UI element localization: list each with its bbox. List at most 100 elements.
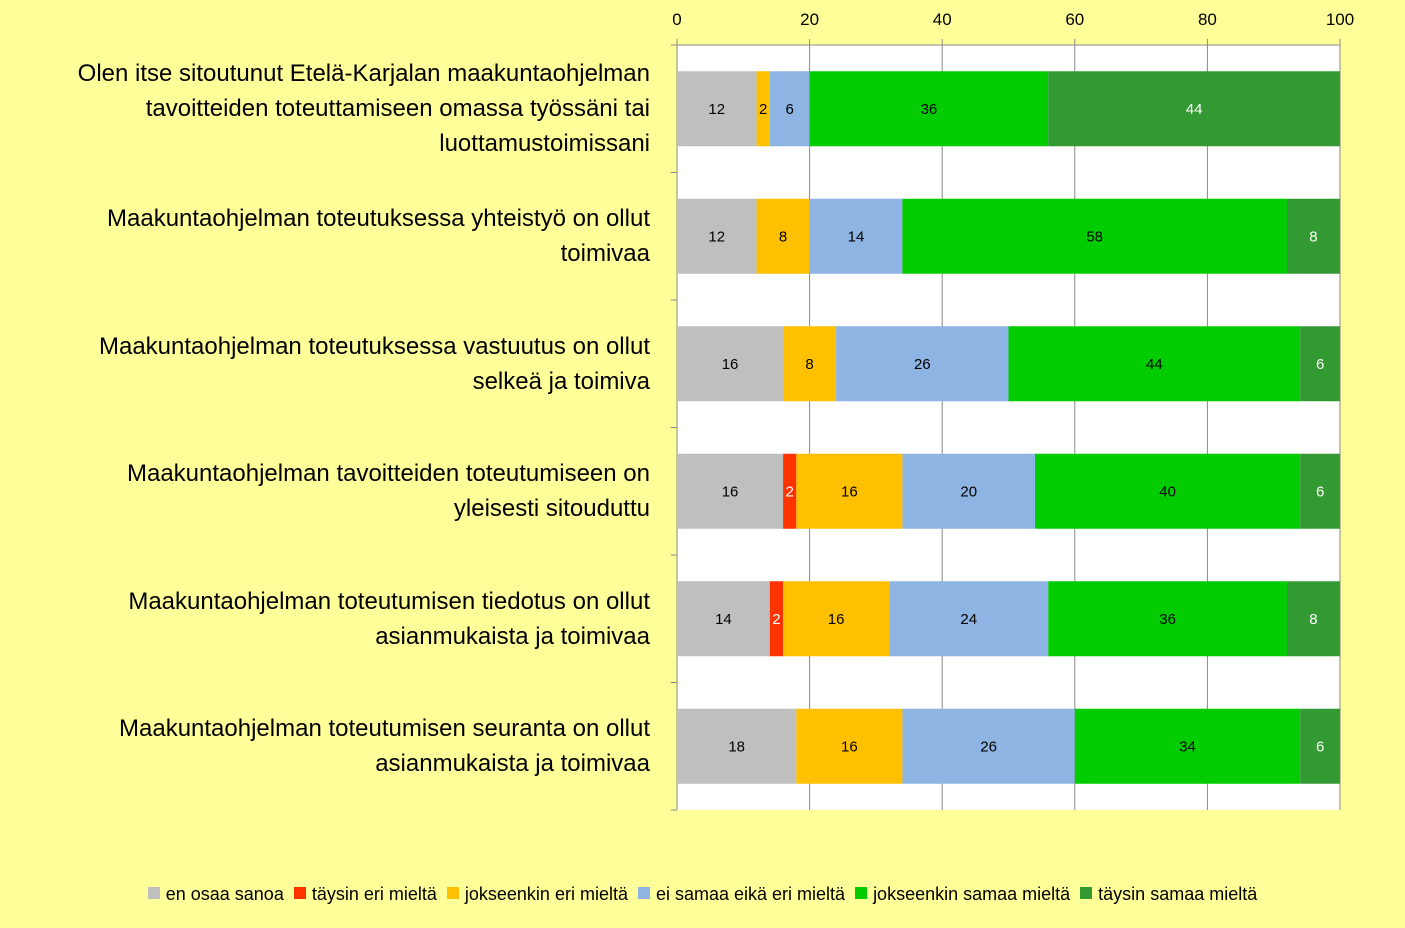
bar-segment bbox=[756, 71, 770, 147]
x-tick-label: 0 bbox=[672, 10, 681, 29]
bar-segment bbox=[902, 453, 1036, 529]
bar-segment bbox=[769, 71, 810, 147]
data-label: 8 bbox=[805, 356, 813, 373]
bar-segment bbox=[1300, 708, 1340, 784]
bar-segment bbox=[1048, 581, 1287, 657]
data-label: 6 bbox=[786, 101, 794, 118]
bar-segment bbox=[783, 326, 837, 402]
category-label: Olen itse sitoutunut Etelä-Karjalan maak… bbox=[0, 56, 650, 161]
legend-swatch bbox=[446, 887, 459, 900]
bar-segment bbox=[677, 581, 770, 657]
category-label: Maakuntaohjelman toteutuksessa vastuutus… bbox=[0, 329, 650, 399]
data-label: 8 bbox=[1309, 611, 1317, 628]
category-label-line: Maakuntaohjelman toteutuksessa vastuutus… bbox=[98, 332, 650, 360]
bar-segment bbox=[677, 326, 784, 402]
data-label: 44 bbox=[1186, 101, 1203, 118]
data-label: 16 bbox=[841, 483, 858, 500]
bar-segment bbox=[889, 581, 1049, 657]
bar-segment bbox=[677, 708, 797, 784]
data-label: 2 bbox=[759, 101, 767, 118]
bar-segment bbox=[902, 708, 1075, 784]
legend-item: en osaa sanoa bbox=[147, 884, 284, 905]
bar-segment bbox=[836, 326, 1009, 402]
category-label-line: toimivaa bbox=[560, 240, 650, 268]
category-label-line: selkeä ja toimiva bbox=[472, 367, 650, 395]
bar-segment bbox=[809, 198, 903, 274]
category-label-line: yleisesti sitouduttu bbox=[453, 495, 650, 523]
data-label: 8 bbox=[779, 228, 787, 245]
category-label-line: Maakuntaohjelman toteutumisen tiedotus o… bbox=[128, 587, 650, 615]
x-tick-label: 40 bbox=[933, 10, 952, 29]
category-label-line: Olen itse sitoutunut Etelä-Karjalan maak… bbox=[77, 60, 650, 88]
bar-segment bbox=[902, 198, 1287, 274]
data-label: 14 bbox=[848, 228, 865, 245]
legend-swatch bbox=[293, 887, 306, 900]
category-label: Maakuntaohjelman toteutuksessa yhteistyö… bbox=[0, 201, 650, 271]
data-label: 26 bbox=[980, 738, 997, 755]
category-label: Maakuntaohjelman toteutumisen tiedotus o… bbox=[0, 584, 650, 654]
data-label: 2 bbox=[786, 483, 794, 500]
category-label-line: asianmukaista ja toimivaa bbox=[375, 750, 650, 778]
data-label: 6 bbox=[1316, 356, 1324, 373]
data-label: 20 bbox=[960, 483, 977, 500]
data-label: 8 bbox=[1309, 228, 1317, 245]
data-label: 6 bbox=[1316, 483, 1324, 500]
x-tick-label: 20 bbox=[800, 10, 819, 29]
bar-segment bbox=[1048, 71, 1340, 147]
legend-item: jokseenkin samaa mieltä bbox=[855, 884, 1070, 905]
legend-item: täysin eri mieltä bbox=[293, 884, 437, 905]
x-tick-label: 100 bbox=[1326, 10, 1354, 29]
data-label: 26 bbox=[914, 356, 931, 373]
data-label: 40 bbox=[1159, 483, 1176, 500]
legend-item: täysin samaa mieltä bbox=[1080, 884, 1257, 905]
data-label: 36 bbox=[1159, 611, 1176, 628]
data-label: 34 bbox=[1179, 738, 1196, 755]
bar-segment bbox=[1008, 326, 1301, 402]
data-label: 12 bbox=[708, 101, 725, 118]
bar-segment bbox=[1035, 453, 1301, 529]
legend-swatch bbox=[855, 887, 868, 900]
bar-segment bbox=[796, 453, 903, 529]
category-label: Maakuntaohjelman tavoitteiden toteutumis… bbox=[0, 456, 650, 526]
bar-segment bbox=[1300, 326, 1340, 402]
x-tick-label: 60 bbox=[1065, 10, 1084, 29]
data-label: 16 bbox=[828, 611, 845, 628]
data-label: 14 bbox=[715, 611, 732, 628]
legend-label: jokseenkin eri mieltä bbox=[464, 884, 628, 904]
bar-segment bbox=[809, 71, 1049, 147]
legend-label: jokseenkin samaa mieltä bbox=[873, 884, 1071, 904]
x-tick-label: 80 bbox=[1198, 10, 1217, 29]
bar-segment bbox=[677, 453, 784, 529]
data-label: 16 bbox=[722, 483, 739, 500]
data-label: 18 bbox=[728, 738, 745, 755]
legend-label: täysin eri mieltä bbox=[311, 884, 437, 904]
bar-segment bbox=[1300, 453, 1340, 529]
data-label: 12 bbox=[708, 228, 725, 245]
bar-segment bbox=[783, 581, 890, 657]
bar-segment bbox=[796, 708, 903, 784]
legend-label: en osaa sanoa bbox=[165, 884, 284, 904]
legend-swatch bbox=[147, 887, 160, 900]
category-label-line: Maakuntaohjelman tavoitteiden toteutumis… bbox=[126, 460, 650, 488]
legend-item: jokseenkin eri mieltä bbox=[446, 884, 628, 905]
legend-label: ei samaa eikä eri mieltä bbox=[655, 884, 846, 904]
legend-item: ei samaa eikä eri mieltä bbox=[637, 884, 846, 905]
category-label-line: Maakuntaohjelman toteutumisen seuranta o… bbox=[119, 715, 650, 743]
bar-segment bbox=[1286, 198, 1340, 274]
bar-segment bbox=[769, 581, 784, 657]
data-label: 6 bbox=[1316, 738, 1324, 755]
data-label: 44 bbox=[1146, 356, 1163, 373]
data-label: 2 bbox=[772, 611, 780, 628]
bar-segment bbox=[756, 198, 810, 274]
category-label-line: luottamustoimissani bbox=[439, 130, 650, 158]
legend-swatch bbox=[637, 887, 650, 900]
bar-segment bbox=[677, 71, 757, 147]
category-label: Maakuntaohjelman toteutumisen seuranta o… bbox=[0, 711, 650, 781]
data-label: 16 bbox=[841, 738, 858, 755]
bar-segment bbox=[783, 453, 797, 529]
legend-label: täysin samaa mieltä bbox=[1098, 884, 1258, 904]
data-label: 36 bbox=[921, 101, 938, 118]
bar-segment bbox=[677, 198, 757, 274]
plot-area bbox=[677, 45, 1340, 810]
